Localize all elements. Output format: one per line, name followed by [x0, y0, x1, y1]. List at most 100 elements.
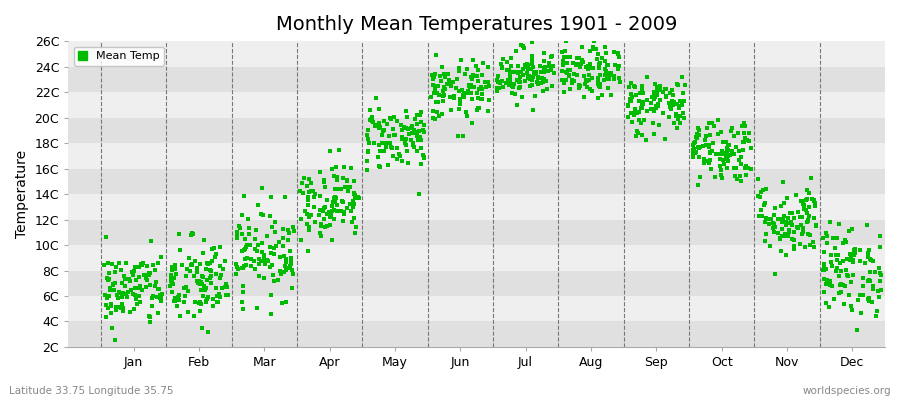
- Point: [581, 77, 596, 84]
- Point: [414, 136, 428, 143]
- Point: [254, 258, 268, 265]
- Point: [410, 137, 425, 144]
- Point: [575, 44, 590, 50]
- Point: [430, 90, 445, 96]
- Point: [297, 175, 311, 182]
- Point: [140, 277, 155, 283]
- Point: [252, 255, 266, 262]
- Point: [652, 122, 666, 128]
- Point: [739, 163, 753, 170]
- Point: [410, 112, 425, 118]
- Point: [491, 73, 505, 80]
- Point: [816, 289, 831, 296]
- Point: [194, 287, 209, 294]
- Point: [193, 308, 207, 314]
- Point: [545, 83, 560, 89]
- Point: [752, 176, 766, 182]
- Point: [178, 293, 193, 299]
- Title: Monthly Mean Temperatures 1901 - 2009: Monthly Mean Temperatures 1901 - 2009: [276, 15, 678, 34]
- Point: [836, 282, 850, 289]
- Point: [386, 114, 400, 120]
- Point: [455, 133, 470, 140]
- Point: [590, 50, 605, 57]
- Point: [281, 237, 295, 243]
- Point: [472, 86, 486, 92]
- Point: [375, 128, 390, 134]
- Point: [819, 265, 833, 272]
- Point: [677, 98, 691, 104]
- Point: [312, 230, 327, 236]
- Point: [861, 296, 876, 302]
- Point: [874, 272, 888, 278]
- Point: [720, 155, 734, 162]
- Point: [387, 132, 401, 138]
- Point: [179, 284, 194, 290]
- Point: [502, 74, 517, 81]
- Point: [431, 92, 446, 98]
- Point: [716, 175, 730, 182]
- Point: [503, 69, 517, 75]
- Point: [260, 257, 274, 263]
- Point: [819, 278, 833, 285]
- Point: [587, 38, 601, 44]
- Point: [591, 95, 606, 101]
- Point: [352, 195, 366, 201]
- Point: [705, 148, 719, 154]
- Point: [751, 193, 765, 199]
- Point: [612, 54, 626, 60]
- Point: [426, 73, 440, 80]
- Point: [146, 262, 160, 268]
- Point: [475, 91, 490, 98]
- Point: [720, 145, 734, 151]
- Point: [758, 238, 772, 244]
- Point: [505, 90, 519, 96]
- Y-axis label: Temperature: Temperature: [15, 150, 29, 238]
- Point: [838, 282, 852, 289]
- Point: [613, 79, 627, 86]
- Point: [672, 98, 687, 105]
- Point: [285, 285, 300, 292]
- Point: [592, 64, 607, 71]
- Point: [341, 188, 356, 194]
- Point: [437, 92, 452, 98]
- Point: [527, 69, 542, 75]
- Point: [804, 174, 818, 181]
- Point: [719, 165, 733, 172]
- Point: [664, 98, 679, 104]
- Point: [545, 62, 560, 69]
- Point: [277, 252, 292, 259]
- Point: [525, 57, 539, 63]
- Point: [852, 247, 867, 253]
- Point: [417, 121, 431, 128]
- Point: [774, 219, 788, 226]
- Point: [201, 260, 215, 267]
- Point: [774, 248, 788, 254]
- Point: [383, 116, 398, 122]
- Point: [785, 236, 799, 242]
- Point: [563, 67, 578, 73]
- Point: [555, 49, 570, 56]
- Point: [784, 222, 798, 228]
- Point: [238, 256, 252, 262]
- Point: [662, 90, 677, 96]
- Point: [203, 280, 218, 286]
- Point: [405, 142, 419, 148]
- Point: [734, 160, 748, 167]
- Point: [232, 223, 247, 229]
- Point: [365, 119, 380, 126]
- Point: [736, 120, 751, 126]
- Point: [726, 133, 741, 139]
- Point: [820, 233, 834, 239]
- Point: [598, 58, 612, 64]
- Point: [320, 211, 335, 217]
- Point: [109, 307, 123, 313]
- Point: [452, 65, 466, 71]
- Point: [173, 312, 187, 319]
- Point: [105, 260, 120, 267]
- Point: [244, 263, 258, 270]
- Point: [136, 260, 150, 266]
- Point: [337, 209, 351, 216]
- Point: [146, 293, 160, 300]
- Point: [670, 101, 685, 108]
- Point: [196, 274, 211, 280]
